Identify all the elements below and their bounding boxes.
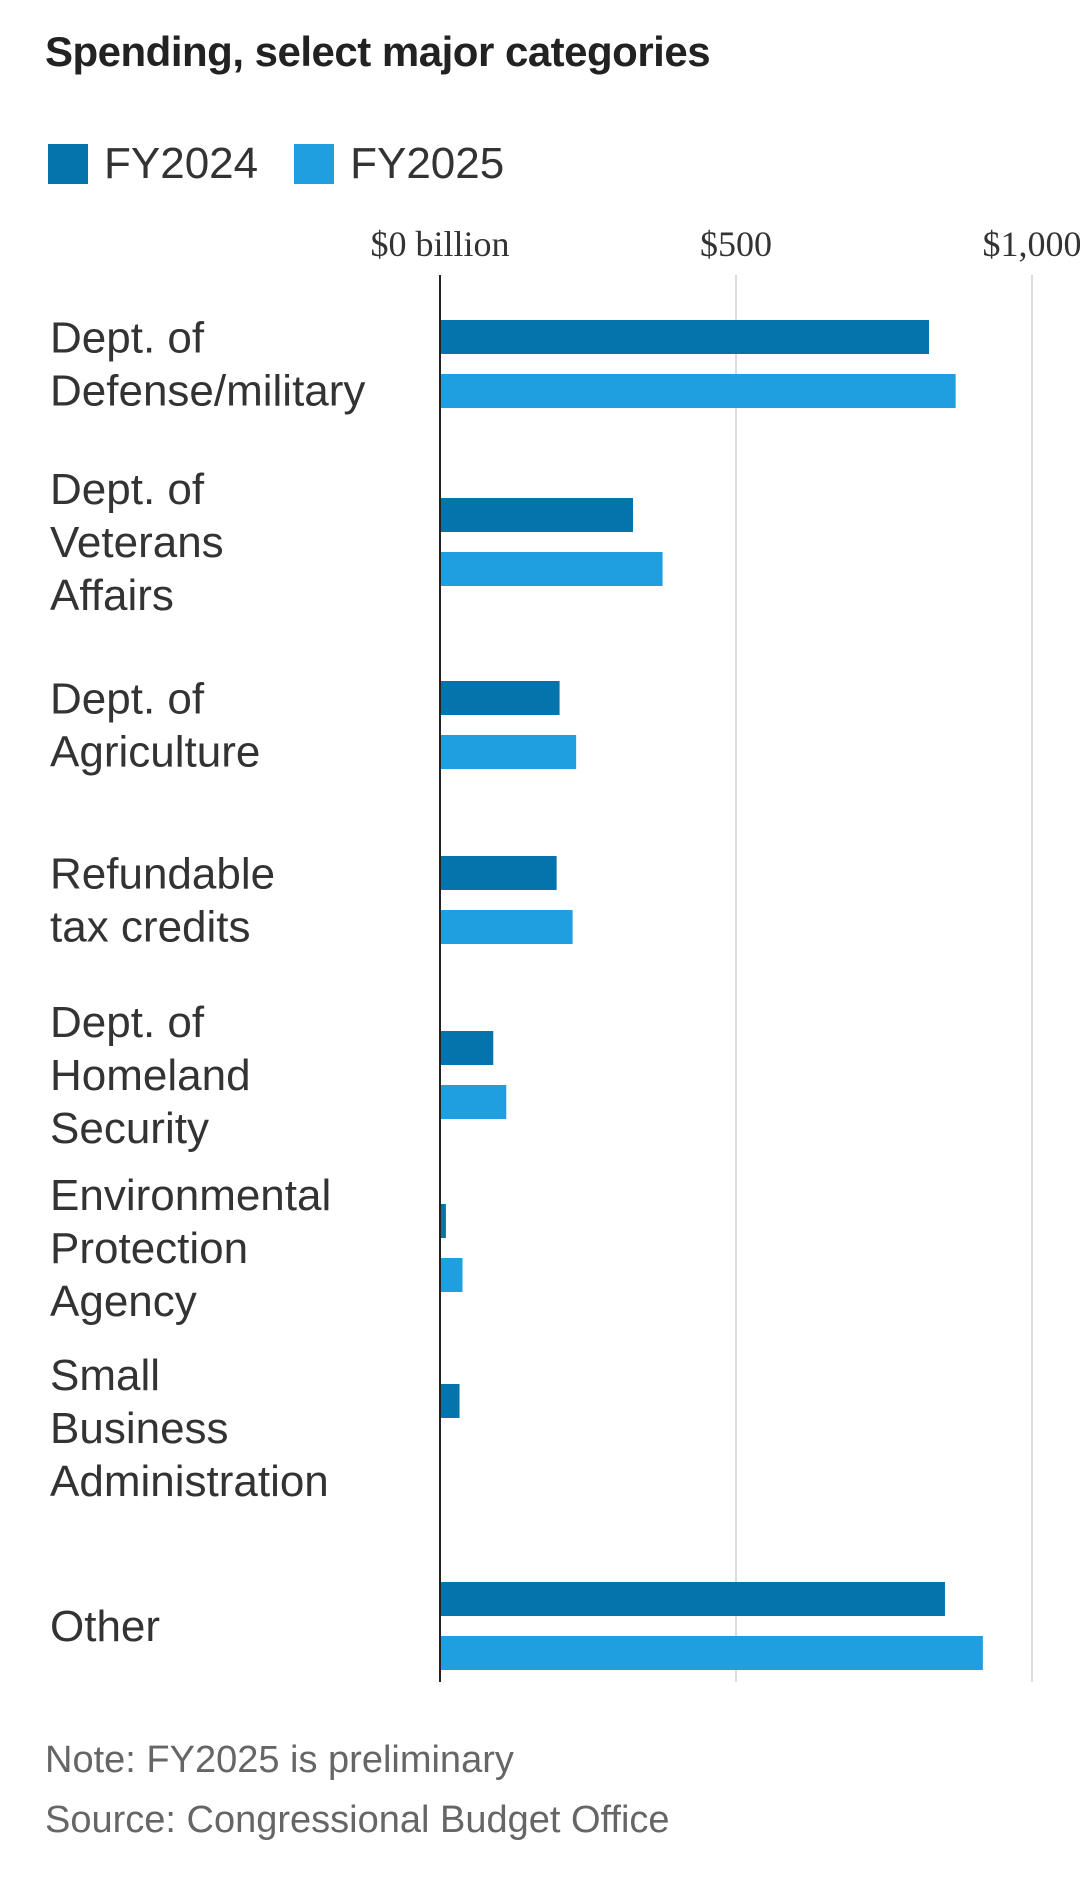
chart-title: Spending, select major categories — [45, 28, 711, 75]
source-line: Source: Congressional Budget Office — [45, 1799, 670, 1841]
bar-chart: $0 billion $500 $1,000 Dept. of Defense/mil… — [50, 224, 1080, 1682]
legend-swatch-fy2024 — [48, 144, 88, 184]
category-label-environmental-protection-agency: Environmental Protection Agency — [50, 1171, 331, 1326]
category-label-dept-of-veterans-affairs: Dept. of Veterans Affairs — [50, 465, 224, 620]
bar-fy2024-refundable-tax-credits — [440, 856, 557, 890]
category-label-dept-of-homeland-security: Dept. of Homeland Security — [50, 998, 251, 1153]
category-label-refundable-tax-credits: Refundable tax credits — [50, 850, 275, 952]
bar-fy2024-small-business-administration — [440, 1384, 460, 1418]
bar-fy2025-environmental-protection-agency — [440, 1258, 463, 1292]
tick-label-500: $500 — [700, 224, 772, 264]
bar-fy2024-environmental-protection-agency — [440, 1204, 446, 1238]
legend: FY2024 FY2025 — [48, 138, 522, 190]
legend-item-fy2025: FY2025 — [294, 139, 504, 189]
category-label-dept-of-agriculture: Dept. of Agriculture — [50, 675, 260, 777]
footer: Note: FY2025 is preliminary Source: Cong… — [45, 1730, 670, 1850]
legend-label-fy2024: FY2024 — [104, 139, 259, 188]
category-label-small-business-administration: Small Business Administration — [50, 1351, 329, 1506]
tick-label-0: $0 billion — [370, 224, 509, 264]
bar-fy2025-other — [440, 1636, 983, 1670]
category-label-other: Other — [50, 1602, 160, 1651]
category-label-dept-of-defense-military: Dept. of Defense/military — [50, 314, 365, 416]
bar-fy2024-dept-of-homeland-security — [440, 1031, 494, 1065]
bar-fy2024-dept-of-agriculture — [440, 681, 560, 715]
bar-fy2025-dept-of-agriculture — [440, 735, 577, 769]
bar-fy2025-dept-of-homeland-security — [440, 1085, 507, 1119]
legend-label-fy2025: FY2025 — [350, 139, 505, 188]
footnote: Note: FY2025 is preliminary — [45, 1739, 514, 1781]
bar-fy2024-other — [440, 1582, 945, 1616]
bar-fy2025-refundable-tax-credits — [440, 910, 573, 944]
legend-item-fy2024: FY2024 — [48, 139, 258, 189]
bar-fy2024-dept-of-defense-military — [440, 320, 929, 354]
bar-fy2025-dept-of-veterans-affairs — [440, 552, 663, 586]
bar-fy2024-dept-of-veterans-affairs — [440, 498, 633, 532]
tick-label-1000: $1,000 — [983, 224, 1080, 264]
legend-swatch-fy2025 — [294, 144, 335, 184]
bar-fy2025-dept-of-defense-military — [440, 374, 956, 408]
